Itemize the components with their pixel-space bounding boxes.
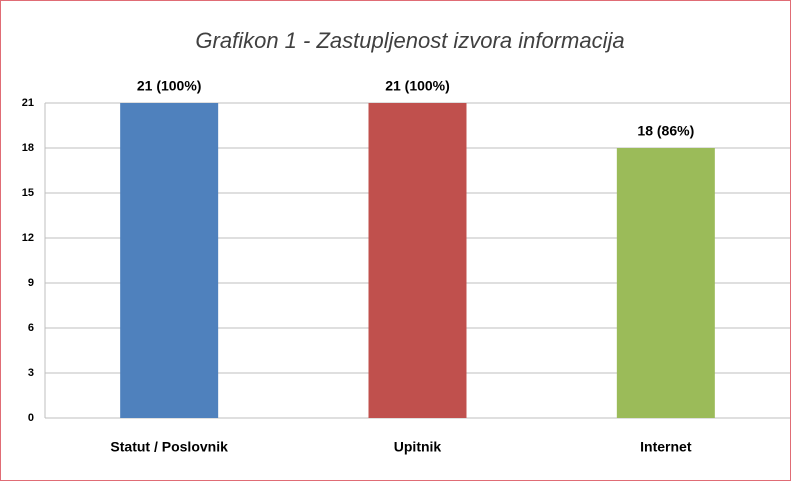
y-tick-label: 12 xyxy=(22,232,34,244)
y-tick-label: 0 xyxy=(28,412,34,424)
bar xyxy=(616,148,715,418)
bar xyxy=(368,103,467,418)
value-label: 18 (86%) xyxy=(637,123,694,139)
value-label: 21 (100%) xyxy=(385,78,450,94)
y-tick-label: 3 xyxy=(28,367,34,379)
y-tick-label: 15 xyxy=(22,187,34,199)
y-tick-label: 21 xyxy=(22,97,34,109)
y-tick-label: 6 xyxy=(28,322,34,334)
value-label: 21 (100%) xyxy=(137,78,202,94)
x-tick-label: Statut / Poslovnik xyxy=(110,439,228,455)
y-tick-label: 9 xyxy=(28,277,34,289)
y-tick-label: 18 xyxy=(22,142,34,154)
bar xyxy=(120,103,219,418)
x-tick-label: Internet xyxy=(640,439,692,455)
x-tick-label: Upitnik xyxy=(394,439,442,455)
chart-title: Grafikon 1 - Zastupljenost izvora inform… xyxy=(195,28,624,53)
